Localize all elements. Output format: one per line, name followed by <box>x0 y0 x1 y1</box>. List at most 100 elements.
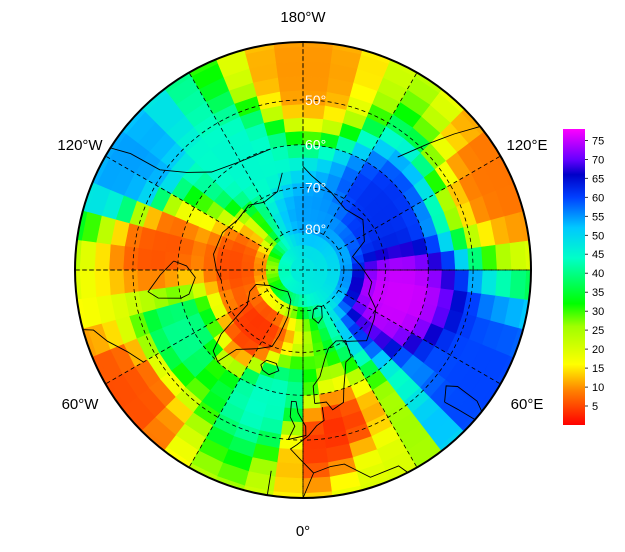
field-cell <box>286 144 304 160</box>
field-cell <box>294 318 304 332</box>
field-cell <box>439 269 456 291</box>
graticule-meridian <box>338 290 501 385</box>
field-cell <box>79 240 97 271</box>
lat-label-70: 70° <box>305 180 326 196</box>
colorbar-tick-label: 65 <box>592 173 604 185</box>
field-cell <box>302 117 324 134</box>
colorbar-tick-label: 35 <box>592 287 604 299</box>
map-outline <box>74 41 532 499</box>
field-cell <box>109 244 126 271</box>
colorbar-tick-label: 20 <box>592 344 604 356</box>
field-cell <box>363 269 378 281</box>
lat-label-60: 60° <box>305 137 326 153</box>
field-cell <box>109 269 126 296</box>
field-cell <box>302 490 335 498</box>
field-cell <box>94 242 112 271</box>
lon-label-0: 0° <box>296 523 310 540</box>
europe-west-coast <box>266 407 325 498</box>
field-cell <box>439 249 456 271</box>
field-cell <box>279 90 304 107</box>
field-cell <box>302 61 331 79</box>
field-cell <box>494 242 512 271</box>
graticule <box>75 42 531 498</box>
iceland-coast <box>260 359 280 376</box>
field-cell <box>94 269 112 298</box>
lon-label-60e: 60°E <box>511 396 544 413</box>
field-cell <box>302 393 322 409</box>
colorbar-tick-label: 25 <box>592 325 604 337</box>
field-cell <box>75 238 83 271</box>
field-cell <box>388 256 403 271</box>
lat-label-80: 80° <box>305 221 326 237</box>
field-cell <box>123 246 140 271</box>
colorbar-tick-label: 15 <box>592 363 604 375</box>
field-cell <box>376 269 390 282</box>
colorbar-tick-label: 50 <box>592 230 604 242</box>
field-cell <box>273 476 304 494</box>
lon-label-60w: 60°W <box>62 396 100 413</box>
field-cell <box>413 253 429 271</box>
graticule-meridian <box>323 305 418 468</box>
colorbar-tick-label: 45 <box>592 249 604 261</box>
map-disk <box>75 42 531 498</box>
lat-label-50: 50° <box>305 92 326 108</box>
field-cell <box>494 269 512 298</box>
field-cell <box>275 61 304 79</box>
field-cell <box>281 104 304 120</box>
colorbar-ticks: 5 10 15 20 25 30 35 40 45 50 55 60 65 70 75 <box>585 135 604 413</box>
field-cell <box>523 238 531 271</box>
field-cell <box>289 355 304 370</box>
field-cell <box>282 406 304 423</box>
field-cell <box>286 380 304 396</box>
field-cell <box>302 380 320 396</box>
graticule-meridian <box>188 72 283 235</box>
field-cell <box>271 42 304 50</box>
field-cell <box>190 269 205 285</box>
field-cell <box>413 269 429 287</box>
field-cell <box>291 343 304 357</box>
field-cell <box>284 131 304 147</box>
field-cell <box>190 255 205 271</box>
field-cell <box>177 269 193 287</box>
field-cell <box>79 269 97 300</box>
field-cell <box>302 461 331 479</box>
field-cell <box>271 490 304 498</box>
field-cell <box>216 258 230 271</box>
field-cell <box>302 46 333 64</box>
colorbar-tick-label: 40 <box>592 268 604 280</box>
field-cell <box>302 447 329 464</box>
field-cell <box>376 258 390 271</box>
field-cell <box>509 240 527 271</box>
great-britain-coast <box>287 400 307 440</box>
field-cell <box>466 269 483 294</box>
field-cell <box>282 117 304 134</box>
field-cell <box>480 244 497 271</box>
field-cell <box>302 42 335 50</box>
field-cell <box>164 251 180 271</box>
field-cell <box>302 355 317 370</box>
field-cell <box>288 368 304 383</box>
field-cell <box>164 269 180 289</box>
colorbar-tick-label: 60 <box>592 192 604 204</box>
field-cell <box>279 433 304 450</box>
field-cell <box>281 420 304 436</box>
field-cell <box>302 406 324 423</box>
field-cell <box>289 170 304 185</box>
field-cell <box>228 259 243 271</box>
field-cell <box>292 330 304 345</box>
field-cell <box>302 433 327 450</box>
lon-label-120e: 120°E <box>506 137 547 154</box>
lon-label-120w: 120°W <box>57 137 103 154</box>
field-cell <box>273 46 304 64</box>
field-cell <box>302 76 329 93</box>
field-cell <box>509 269 527 300</box>
field-cell <box>75 269 83 302</box>
field-cell <box>466 246 483 271</box>
field-cell <box>480 269 497 296</box>
colorbar-tick-label: 70 <box>592 154 604 166</box>
scandinavia-coast <box>312 340 352 411</box>
field-cell <box>302 208 312 222</box>
graticule-meridian <box>105 155 268 250</box>
colorbar-gradient <box>563 129 585 425</box>
colorbar-tick-label: 5 <box>592 401 598 413</box>
